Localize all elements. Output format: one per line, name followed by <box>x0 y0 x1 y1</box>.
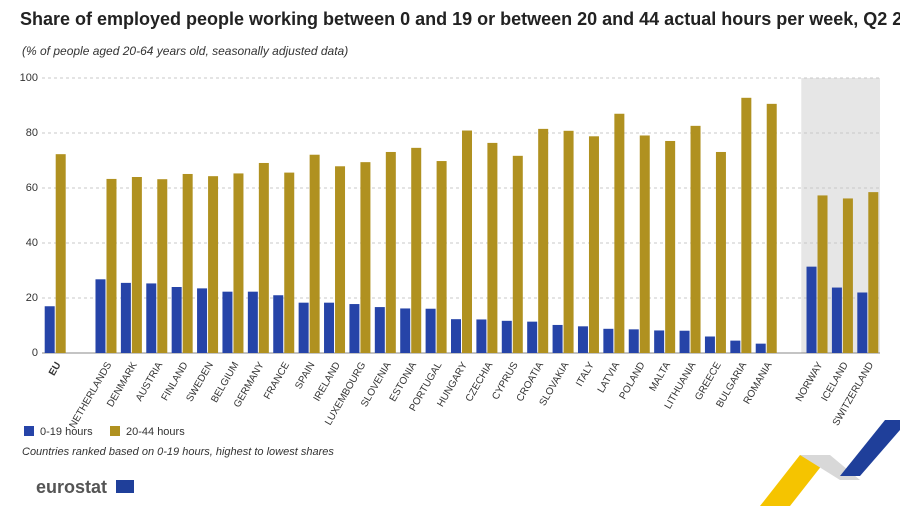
y-tick-label: 40 <box>26 237 38 249</box>
bar <box>842 198 853 353</box>
bar <box>665 140 676 353</box>
bar <box>309 154 320 353</box>
bar <box>273 295 284 353</box>
bar <box>868 192 879 353</box>
bar <box>715 151 726 353</box>
legend-swatch <box>24 426 34 436</box>
decoration <box>840 420 900 476</box>
bar <box>654 330 665 353</box>
bar <box>171 287 182 353</box>
bar <box>324 302 335 353</box>
bar <box>690 125 701 353</box>
bar <box>730 340 741 353</box>
x-tick-label: FRANCE <box>262 360 292 401</box>
bar <box>222 291 233 353</box>
legend-swatch <box>110 426 120 436</box>
y-tick-label: 60 <box>26 182 38 194</box>
eu-flag <box>116 480 134 493</box>
bar <box>146 283 157 353</box>
bar <box>436 161 447 353</box>
bar <box>476 319 487 353</box>
bar <box>487 142 498 353</box>
bar <box>157 179 168 353</box>
x-tick-label: NETHERLANDS <box>68 360 115 430</box>
bar <box>411 147 422 353</box>
bar <box>360 162 371 353</box>
chart-title: Share of employed people working between… <box>20 9 900 29</box>
bar <box>400 308 411 353</box>
x-tick-label: SPAIN <box>293 360 317 391</box>
bar <box>120 282 131 353</box>
bar <box>588 136 599 353</box>
bar <box>425 308 436 353</box>
note: Countries ranked based on 0-19 hours, hi… <box>22 446 334 458</box>
bar <box>639 135 650 353</box>
source-logo: eurostat <box>36 477 107 497</box>
bar <box>806 266 817 353</box>
bar <box>831 287 842 353</box>
bar <box>577 326 588 353</box>
bar <box>679 330 690 353</box>
bar <box>817 195 828 353</box>
bar <box>106 178 117 353</box>
bar <box>44 306 55 353</box>
bar <box>462 130 472 353</box>
bar <box>284 172 295 353</box>
bar <box>95 279 106 353</box>
decoration <box>760 455 830 506</box>
bar <box>628 329 639 353</box>
bar <box>131 177 142 353</box>
bar <box>603 328 614 353</box>
bar <box>197 288 208 353</box>
legend-label: 20-44 hours <box>126 426 185 438</box>
bar <box>741 97 752 353</box>
bar <box>527 321 538 353</box>
chart-subtitle: (% of people aged 20-64 years old, seaso… <box>22 44 348 58</box>
bar <box>349 304 360 353</box>
legend-label: 0-19 hours <box>40 426 93 438</box>
bar <box>258 162 269 353</box>
bar <box>857 292 868 353</box>
bar <box>538 128 549 353</box>
bar <box>182 173 193 353</box>
bar <box>614 113 625 353</box>
bar <box>385 151 396 353</box>
bar <box>335 166 346 353</box>
bar <box>512 155 523 353</box>
bar <box>552 324 563 353</box>
x-tick-label: ITALY <box>574 360 597 389</box>
bar <box>563 130 574 353</box>
x-tick-label: LATVIA <box>596 360 623 395</box>
bar <box>298 302 309 353</box>
x-tick-label: POLAND <box>618 360 648 401</box>
y-tick-label: 80 <box>26 127 38 139</box>
bar <box>766 103 777 353</box>
bar <box>374 307 385 353</box>
bar <box>55 154 66 353</box>
y-tick-label: 0 <box>32 347 38 359</box>
bar <box>755 343 766 353</box>
y-tick-label: 100 <box>20 72 38 84</box>
x-tick-label: EU <box>47 360 63 378</box>
y-tick-label: 20 <box>26 292 38 304</box>
bar <box>704 336 715 353</box>
bar <box>501 320 512 353</box>
bar <box>233 173 244 353</box>
x-tick-label: MALTA <box>648 360 674 393</box>
bar <box>208 176 219 353</box>
bar <box>451 319 461 353</box>
bar <box>247 291 258 353</box>
